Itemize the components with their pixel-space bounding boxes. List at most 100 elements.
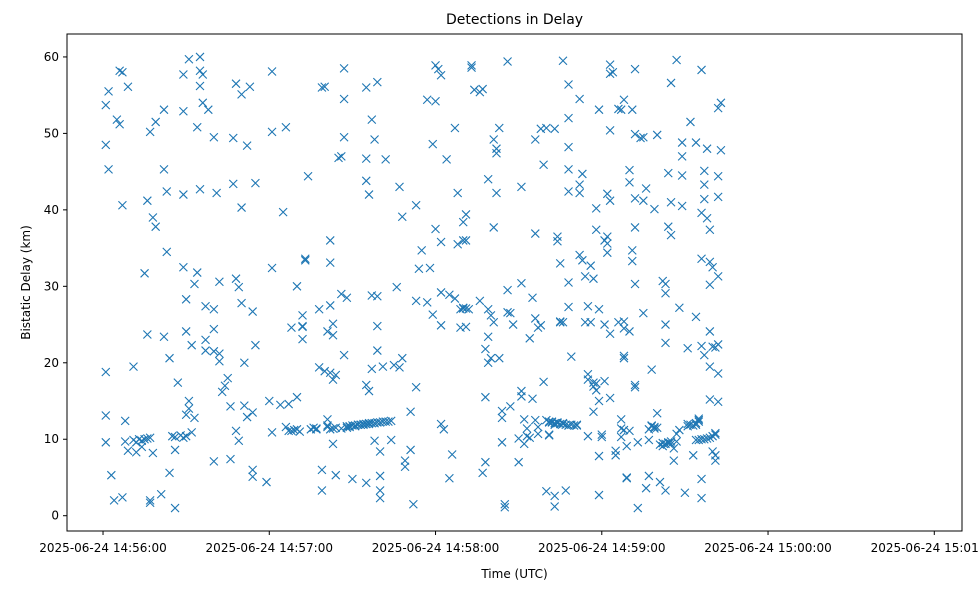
data-point-marker [201, 301, 210, 311]
data-point-marker [641, 184, 651, 193]
data-point-marker [212, 188, 222, 198]
data-point-marker [616, 432, 626, 442]
data-point-marker [300, 255, 310, 265]
data-point-marker [497, 437, 507, 447]
data-point-marker [184, 404, 194, 414]
data-point-marker [281, 122, 291, 132]
data-point-marker [339, 350, 349, 360]
data-point-marker [541, 486, 551, 496]
data-point-marker [248, 408, 258, 417]
data-point-marker [569, 421, 579, 430]
data-point-marker [320, 82, 330, 92]
data-point-marker [655, 477, 665, 487]
data-point-marker [605, 393, 615, 403]
data-point-marker [287, 323, 296, 333]
data-point-marker [517, 182, 526, 192]
data-point-marker [705, 280, 715, 290]
data-point-marker [298, 321, 307, 331]
data-point-marker [395, 362, 404, 372]
data-point-marker [328, 424, 338, 433]
data-point-marker [669, 456, 679, 466]
data-point-marker [137, 442, 147, 452]
data-point-marker [428, 139, 438, 149]
data-point-marker [267, 263, 277, 273]
data-point-marker [201, 346, 210, 355]
data-point-marker [594, 451, 604, 461]
data-point-marker [165, 468, 174, 478]
data-point-marker [267, 67, 277, 76]
data-point-marker [242, 412, 252, 422]
data-point-marker [118, 492, 127, 502]
data-point-marker [652, 423, 662, 433]
data-point-marker [228, 179, 238, 189]
data-point-marker [386, 435, 396, 445]
data-point-marker [705, 225, 715, 235]
data-point-marker [145, 127, 155, 137]
data-point-marker [129, 362, 138, 371]
data-point-marker [101, 411, 111, 420]
data-point-marker [234, 436, 244, 446]
data-point-marker [555, 317, 565, 327]
data-point-marker [395, 182, 404, 192]
data-point-marker [713, 271, 723, 281]
data-point-marker [209, 324, 219, 334]
data-point-marker [586, 317, 596, 327]
data-point-marker [669, 444, 679, 453]
data-point-marker [677, 138, 687, 147]
data-point-marker [234, 282, 244, 292]
data-point-marker [625, 327, 634, 336]
data-point-marker [614, 104, 623, 114]
data-point-marker [262, 477, 271, 487]
data-point-marker [591, 203, 601, 213]
data-point-marker [361, 154, 371, 164]
data-point-marker [705, 362, 715, 371]
data-point-marker [400, 462, 410, 472]
y-tick-label: 50 [44, 126, 59, 140]
data-point-marker [137, 436, 147, 446]
data-point-marker [555, 258, 565, 268]
data-point-marker [458, 236, 468, 245]
data-point-marker [328, 319, 338, 329]
data-point-marker [436, 237, 446, 247]
x-tick-label: 2025-06-24 14:59:00 [538, 541, 665, 555]
data-point-marker [591, 379, 601, 388]
data-point-marker [461, 304, 471, 313]
data-point-marker [170, 432, 180, 442]
data-point-marker [370, 436, 379, 446]
data-point-marker [295, 427, 305, 436]
data-point-marker [481, 392, 490, 402]
data-point-marker [239, 401, 249, 410]
data-point-marker [165, 353, 174, 363]
data-point-marker [697, 474, 706, 484]
data-point-marker [644, 435, 654, 445]
data-point-marker [300, 254, 310, 264]
data-point-marker [251, 178, 260, 188]
data-point-marker [178, 433, 188, 443]
data-point-marker [178, 70, 188, 79]
data-point-marker [625, 177, 634, 187]
data-point-marker [325, 424, 335, 434]
data-point-marker [503, 307, 512, 317]
data-point-marker [231, 426, 241, 436]
data-point-marker [181, 294, 191, 304]
data-point-marker [248, 472, 258, 482]
data-point-marker [187, 427, 197, 437]
data-point-marker [237, 298, 246, 308]
data-point-marker [162, 187, 172, 196]
data-point-marker [298, 310, 307, 320]
data-point-marker [198, 70, 208, 79]
data-point-marker [475, 296, 485, 306]
data-point-marker [275, 400, 285, 410]
data-point-marker [328, 439, 338, 449]
data-point-marker [605, 125, 615, 135]
data-point-marker [589, 407, 598, 417]
data-point-marker [517, 392, 526, 401]
data-point-marker [411, 200, 421, 210]
data-point-marker [666, 230, 676, 240]
data-point-marker [311, 424, 321, 433]
data-point-marker [237, 203, 246, 212]
data-point-marker [564, 80, 573, 89]
data-point-marker [203, 105, 213, 115]
data-point-marker [550, 491, 560, 501]
